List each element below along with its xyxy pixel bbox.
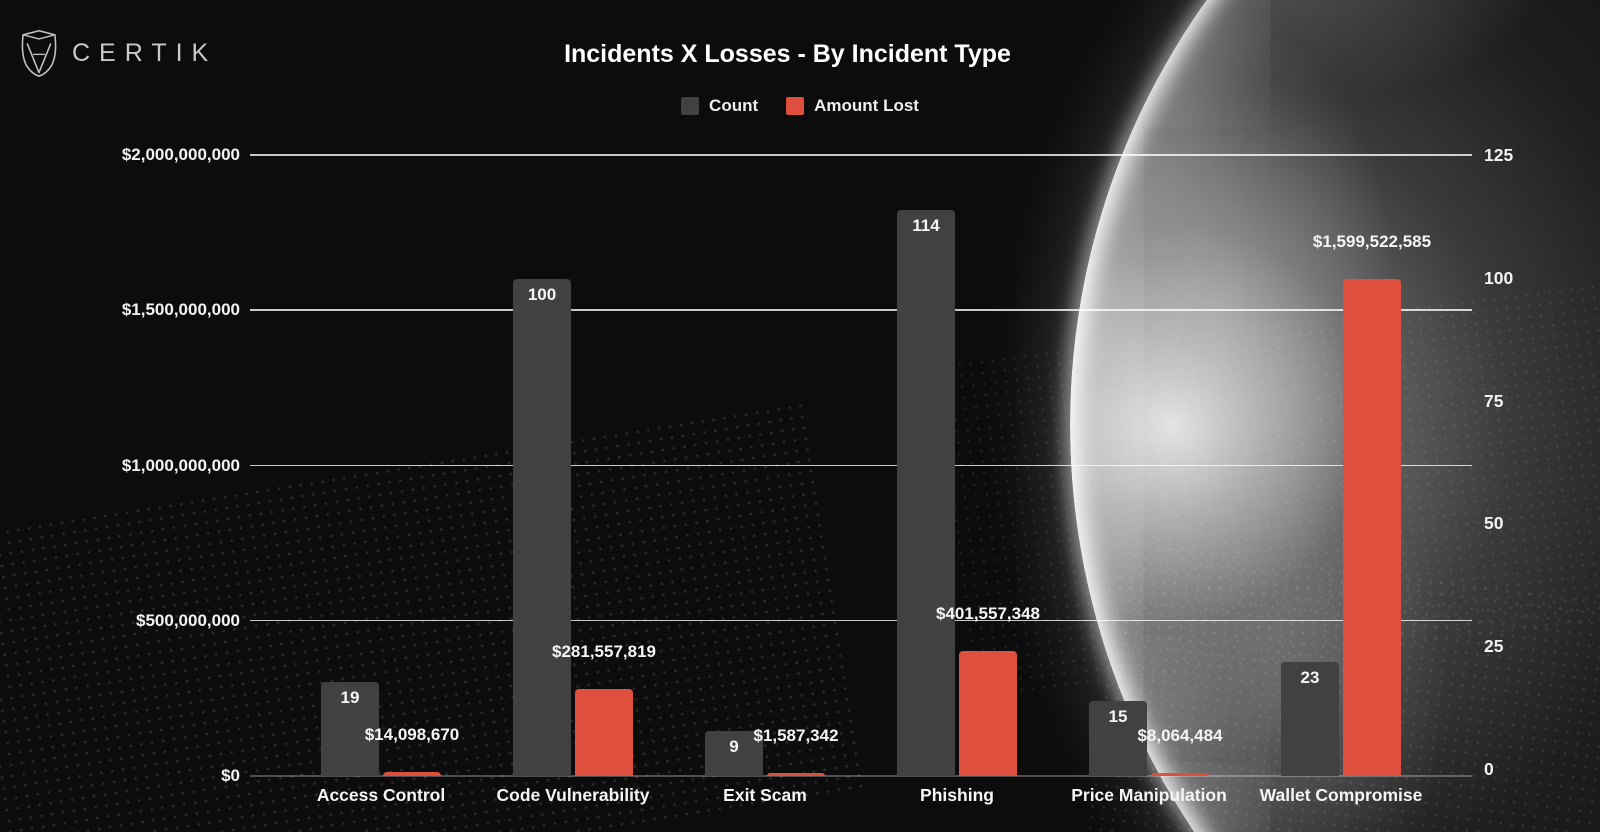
category-label: Wallet Compromise xyxy=(1259,785,1423,805)
left-axis-tick: $1,500,000,000 xyxy=(121,300,240,320)
count-value-label: 114 xyxy=(912,215,940,235)
amount-lost-value-label: $14,098,670 xyxy=(364,724,460,744)
legend-item-count: Count xyxy=(681,96,758,116)
gridline xyxy=(250,619,1472,622)
amount-lost-value-label: $401,557,348 xyxy=(936,604,1040,624)
legend-item-amount-lost: Amount Lost xyxy=(786,96,919,116)
amount-lost-bar xyxy=(383,771,441,776)
left-axis-tick: $0 xyxy=(221,766,240,785)
right-axis-tick: 100 xyxy=(1484,267,1514,288)
right-axis-tick: 50 xyxy=(1484,513,1504,534)
left-axis-tick: $500,000,000 xyxy=(136,610,240,630)
count-value-label: 23 xyxy=(1300,667,1320,687)
left-axis-tick: $2,000,000,000 xyxy=(121,145,240,164)
amount-lost-value-label: $1,599,522,585 xyxy=(1312,232,1432,252)
count-bar xyxy=(513,279,571,776)
count-bar xyxy=(897,209,955,776)
right-axis-tick: 75 xyxy=(1484,390,1504,411)
chart-legend: Count Amount Lost xyxy=(681,96,919,116)
certik-logo: CERTIK xyxy=(16,28,217,78)
category-label: Access Control xyxy=(316,785,446,805)
amount-lost-bar xyxy=(1343,279,1401,776)
gridline xyxy=(250,464,1472,466)
count-bar xyxy=(321,681,379,776)
count-value-label: 100 xyxy=(527,285,557,305)
amount-lost-value-label: $8,064,484 xyxy=(1137,726,1223,745)
legend-label: Amount Lost xyxy=(814,96,919,115)
certik-shield-icon xyxy=(21,29,57,77)
amount-lost-bar xyxy=(575,688,633,776)
amount-lost-value-label: $1,587,342 xyxy=(753,726,839,745)
category-label: Phishing xyxy=(920,785,994,805)
legend-label: Count xyxy=(709,96,759,115)
amount-lost-swatch-icon xyxy=(786,97,805,115)
count-value-label: 9 xyxy=(729,737,739,757)
category-label: Code Vulnerability xyxy=(496,785,650,805)
count-swatch-icon xyxy=(681,97,700,115)
count-bar xyxy=(1089,701,1147,776)
amount-lost-value-label: $281,557,819 xyxy=(552,641,656,661)
category-label: Price Manipulation xyxy=(1071,785,1227,805)
amount-lost-bar xyxy=(959,651,1017,776)
certik-logo-text: CERTIK xyxy=(72,38,218,67)
count-bar xyxy=(705,731,763,776)
count-value-label: 15 xyxy=(1108,707,1128,727)
amount-lost-bar xyxy=(767,773,825,776)
right-axis-tick: 25 xyxy=(1484,636,1504,657)
right-axis-tick: 0 xyxy=(1484,759,1494,779)
gridline xyxy=(250,154,1472,156)
count-bar xyxy=(1281,661,1339,776)
left-axis-tick: $1,000,000,000 xyxy=(121,455,240,475)
right-axis-tick: 125 xyxy=(1484,145,1514,165)
chart-title: Incidents X Losses - By Incident Type xyxy=(564,40,1011,68)
count-value-label: 19 xyxy=(340,687,360,707)
category-label: Exit Scam xyxy=(723,785,807,805)
gridline xyxy=(250,309,1472,311)
x-axis-line xyxy=(250,775,1472,777)
amount-lost-bar xyxy=(1151,773,1209,776)
